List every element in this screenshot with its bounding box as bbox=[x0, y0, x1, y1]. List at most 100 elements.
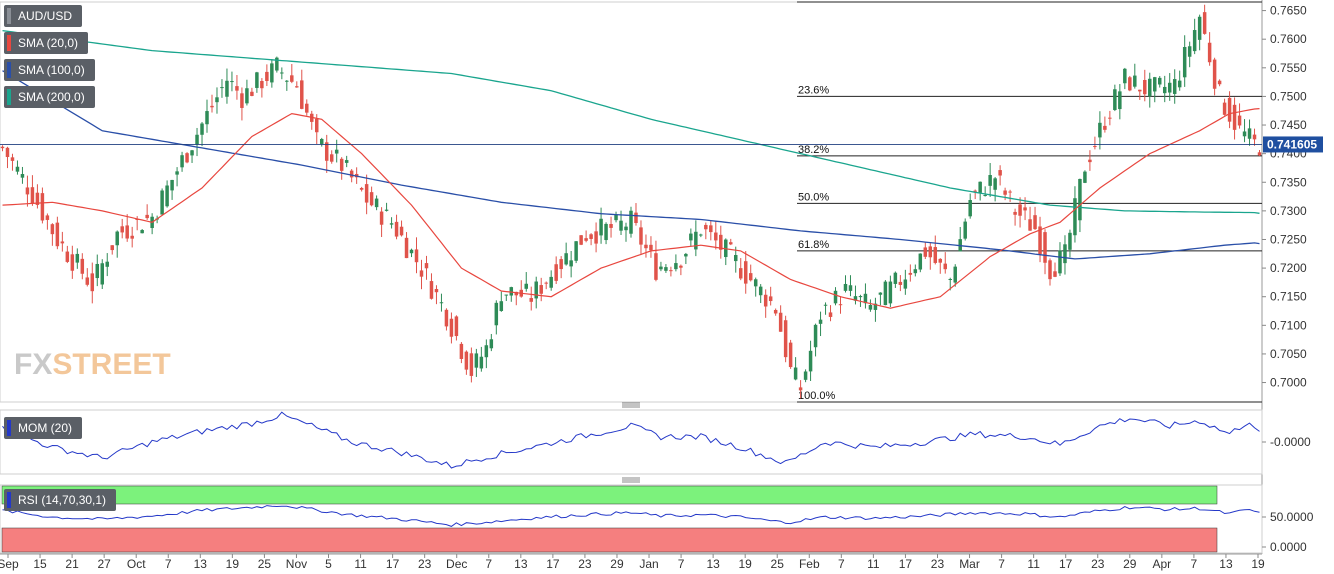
candle-body bbox=[15, 166, 20, 172]
x-tick-label: 19 bbox=[226, 557, 240, 571]
fib-level-label: 61.8% bbox=[798, 239, 829, 251]
sma200-tag[interactable]: SMA (200,0) bbox=[4, 86, 95, 108]
price-tick-label: 0.7500 bbox=[1270, 89, 1307, 103]
candle-body bbox=[230, 81, 234, 83]
candle-body bbox=[719, 234, 723, 250]
mom-tag[interactable]: MOM (20) bbox=[4, 417, 82, 439]
candle-body bbox=[195, 134, 199, 145]
candle-body bbox=[359, 188, 364, 190]
candle-body bbox=[474, 353, 479, 368]
candle-body bbox=[215, 97, 219, 103]
rsi-tag[interactable]: RSI (14,70,30,1) bbox=[4, 489, 117, 511]
x-tick-label: Mar bbox=[959, 557, 980, 571]
candle-body bbox=[743, 261, 748, 284]
candle-body bbox=[160, 190, 164, 215]
candle-body bbox=[913, 269, 918, 274]
candle-body bbox=[1167, 82, 1172, 93]
candle-body bbox=[55, 222, 60, 247]
candle-body bbox=[793, 367, 798, 380]
candle-body bbox=[255, 72, 259, 88]
candle-body bbox=[813, 324, 818, 348]
candle-body bbox=[1143, 80, 1147, 95]
candle-body bbox=[240, 93, 244, 108]
candle-body bbox=[220, 87, 224, 89]
candle-body bbox=[1023, 207, 1027, 211]
candle-body bbox=[464, 351, 469, 370]
x-tick-label: Jan bbox=[639, 557, 658, 571]
price-tick-label: 0.7000 bbox=[1270, 376, 1307, 390]
candle-body bbox=[1028, 219, 1032, 231]
candle-body bbox=[100, 263, 105, 285]
candle-body bbox=[903, 279, 908, 289]
candle-body bbox=[709, 225, 713, 233]
x-tick-label: Oct bbox=[127, 557, 146, 571]
candle-body bbox=[185, 153, 189, 163]
candle-body bbox=[40, 193, 45, 221]
candle-body bbox=[614, 214, 618, 221]
x-tick-label: 11 bbox=[1027, 557, 1040, 571]
candle-body bbox=[1237, 115, 1242, 126]
price-tick-label: 0.7450 bbox=[1270, 118, 1307, 132]
candle-body bbox=[265, 71, 269, 81]
candle-body bbox=[0, 146, 5, 149]
candle-body bbox=[878, 292, 883, 295]
candle-body bbox=[1138, 89, 1142, 92]
candle-body bbox=[1148, 78, 1152, 97]
candle-body bbox=[554, 264, 558, 281]
x-tick-label: 15 bbox=[33, 557, 47, 571]
candle-body bbox=[125, 225, 129, 239]
candle-body bbox=[1153, 77, 1157, 92]
candle-body bbox=[564, 253, 568, 265]
candle-body bbox=[280, 72, 284, 74]
price-tick-label: 0.7100 bbox=[1270, 318, 1307, 332]
candle-body bbox=[689, 233, 693, 241]
candle-body bbox=[334, 149, 339, 154]
candle-body bbox=[923, 247, 928, 257]
candle-body bbox=[883, 281, 888, 306]
candle-body bbox=[704, 224, 708, 230]
sma20-tag[interactable]: SMA (20,0) bbox=[4, 32, 89, 54]
momentum-line bbox=[2, 411, 1260, 469]
candle-body bbox=[843, 283, 848, 291]
candle-body bbox=[873, 303, 878, 310]
sma200-line bbox=[2, 29, 1260, 214]
candle-body bbox=[409, 249, 414, 254]
x-tick-label: 7 bbox=[678, 557, 685, 571]
candle-body bbox=[993, 178, 997, 190]
x-tick-label: 5 bbox=[325, 557, 332, 571]
candle-body bbox=[968, 200, 972, 217]
x-tick-label: 23 bbox=[931, 557, 945, 571]
candle-body bbox=[305, 103, 309, 113]
mom-tick-label: -0.0000 bbox=[1270, 435, 1311, 449]
candle-body bbox=[818, 319, 823, 324]
candle-body bbox=[1058, 250, 1062, 274]
x-tick-label: 11 bbox=[354, 557, 367, 571]
candle-body bbox=[1172, 79, 1177, 94]
candle-body bbox=[858, 296, 863, 298]
candle-body bbox=[674, 263, 678, 270]
candle-body bbox=[1222, 102, 1227, 115]
sma100-swatch bbox=[7, 62, 11, 78]
candle-body bbox=[270, 63, 274, 83]
sma100-tag[interactable]: SMA (100,0) bbox=[4, 59, 95, 81]
candle-body bbox=[95, 263, 100, 279]
symbol-tag[interactable]: AUD/USD bbox=[4, 5, 83, 27]
candle-body bbox=[45, 215, 50, 220]
candle-body bbox=[938, 258, 943, 263]
candle-body bbox=[828, 312, 833, 317]
candle-body bbox=[1073, 198, 1077, 236]
candle-body bbox=[664, 267, 668, 271]
x-tick-label: 13 bbox=[1219, 557, 1233, 571]
candle-body bbox=[1063, 244, 1067, 264]
candle-body bbox=[494, 302, 499, 326]
x-tick-label: Sep bbox=[0, 557, 19, 571]
candle-body bbox=[315, 118, 319, 133]
candle-body bbox=[763, 294, 768, 307]
candle-body bbox=[444, 309, 449, 327]
candle-body bbox=[753, 279, 758, 287]
candle-body bbox=[1053, 271, 1057, 277]
candle-body bbox=[319, 138, 324, 144]
candle-body bbox=[479, 356, 484, 369]
candle-body bbox=[1157, 77, 1162, 85]
candle-body bbox=[748, 273, 753, 281]
